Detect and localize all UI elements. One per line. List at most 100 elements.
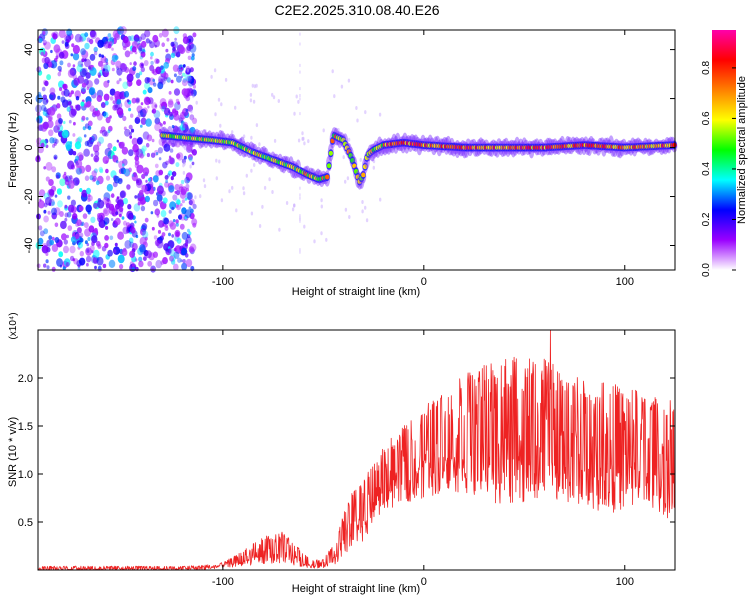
noise-speckle	[118, 110, 124, 118]
noise-speckle	[192, 84, 196, 89]
noise-speckle	[178, 69, 183, 76]
noise-speckle	[152, 175, 159, 183]
noise-speckle	[106, 202, 112, 209]
noise-speckle	[79, 68, 87, 77]
noise-speckle	[176, 75, 182, 83]
ridge-core	[350, 158, 355, 163]
noise-speckle	[75, 96, 80, 101]
spectrogram-xlabel: Height of straight line (km)	[292, 286, 420, 298]
noise-speckle	[74, 33, 82, 43]
noise-speckle	[154, 123, 161, 132]
noise-speckle	[168, 209, 172, 214]
ridge-core	[352, 163, 357, 169]
noise-speckle	[137, 201, 141, 206]
noise-speckle	[163, 143, 171, 152]
noise-speckle	[93, 202, 98, 209]
noise-speckle	[130, 113, 134, 118]
noise-speckle	[51, 266, 56, 272]
noise-speckle	[49, 92, 56, 101]
sparse-speckle	[194, 195, 197, 200]
noise-speckle	[72, 151, 77, 156]
noise-speckle	[94, 265, 97, 270]
noise-speckle	[85, 164, 92, 173]
ridge-core	[328, 150, 333, 156]
noise-speckle	[169, 255, 174, 262]
noise-speckle	[80, 48, 86, 56]
colorbar-tick-label: 0.4	[701, 162, 712, 176]
noise-speckle	[73, 121, 76, 126]
noise-speckle	[46, 265, 50, 270]
noise-speckle	[165, 248, 169, 253]
noise-speckle	[44, 56, 50, 64]
noise-speckle	[81, 189, 88, 198]
noise-speckle	[89, 137, 93, 141]
noise-speckle	[182, 77, 187, 83]
noise-speckle	[192, 203, 197, 210]
noise-speckle	[131, 137, 138, 146]
noise-speckle	[110, 218, 114, 221]
noise-speckle	[133, 34, 140, 42]
noise-speckle	[168, 220, 174, 227]
noise-speckle	[121, 216, 125, 220]
noise-speckle	[42, 39, 47, 46]
noise-speckle	[120, 62, 127, 70]
noise-speckle	[156, 185, 164, 195]
sparse-speckle	[285, 156, 288, 161]
noise-speckle	[140, 108, 147, 118]
sparse-speckle	[210, 74, 213, 79]
noise-speckle	[79, 188, 83, 192]
noise-speckle	[97, 72, 102, 78]
sparse-speckle	[331, 69, 334, 74]
noise-speckle	[97, 213, 101, 218]
noise-speckle	[123, 197, 128, 205]
noise-speckle	[155, 69, 158, 73]
noise-speckle	[139, 62, 145, 69]
noise-speckle	[58, 251, 64, 258]
noise-speckle	[151, 102, 158, 110]
sparse-speckle	[307, 139, 310, 144]
noise-speckle	[51, 166, 57, 173]
noise-speckle	[152, 251, 158, 258]
noise-speckle	[77, 136, 83, 144]
noise-speckle	[155, 259, 162, 269]
noise-speckle	[60, 220, 67, 230]
speckle-column	[299, 219, 301, 223]
chart-title: C2E2.2025.310.08.40.E26	[274, 2, 439, 18]
noise-speckle	[116, 80, 120, 85]
noise-speckle	[106, 183, 113, 192]
noise-speckle	[108, 155, 112, 160]
noise-speckle	[162, 197, 168, 204]
noise-speckle	[157, 147, 163, 154]
noise-speckle	[178, 46, 186, 55]
noise-speckle	[189, 141, 193, 146]
spectrogram-axes: -100 0 100 -40 -20 0 20 40	[23, 30, 675, 288]
noise-speckle	[131, 46, 137, 53]
sparse-speckle	[337, 128, 340, 132]
noise-speckle	[185, 108, 189, 112]
ridge-core	[330, 138, 335, 144]
noise-speckle	[126, 99, 130, 103]
noise-speckle	[113, 246, 120, 255]
noise-speckle	[157, 81, 164, 90]
noise-speckle	[101, 129, 108, 137]
noise-speckle	[72, 133, 76, 137]
noise-speckle	[186, 187, 189, 192]
ridge-core	[325, 174, 330, 180]
noise-speckle	[69, 245, 76, 254]
noise-speckle	[97, 199, 105, 209]
noise-speckle	[153, 199, 159, 207]
ridge-core	[362, 164, 368, 170]
noise-speckle	[109, 235, 114, 241]
sparse-speckle	[293, 111, 296, 116]
noise-speckle	[192, 32, 197, 38]
noise-speckle	[136, 43, 143, 50]
speckle-column	[299, 63, 301, 67]
noise-speckle	[181, 262, 188, 271]
noise-speckle	[64, 41, 69, 47]
noise-speckle	[50, 49, 53, 54]
noise-speckle	[92, 144, 100, 153]
sparse-speckle	[320, 198, 323, 203]
sparse-speckle	[340, 84, 344, 89]
noise-speckle	[54, 237, 60, 243]
noise-speckle	[100, 102, 106, 108]
